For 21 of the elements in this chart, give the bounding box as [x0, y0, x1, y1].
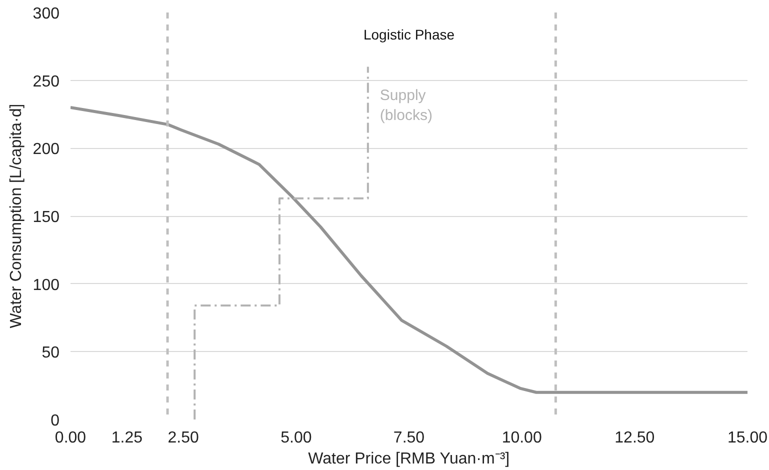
x-tick-label: 1.25	[111, 430, 143, 446]
x-tick-label: 5.00	[280, 430, 312, 446]
series-label: Supply (blocks)	[380, 86, 432, 124]
y-tick-label: 150	[32, 209, 60, 226]
x-tick-label: 15.00	[727, 430, 768, 446]
y-tick-label: 50	[42, 344, 60, 362]
x-tick-label: 12.50	[614, 430, 655, 446]
x-tick-label: 7.50	[393, 430, 425, 446]
annotation: Logistic Phase	[363, 26, 455, 42]
y-tick-label: 0	[50, 412, 60, 430]
line-series	[70, 106, 748, 394]
y-tick-label: 250	[32, 73, 60, 90]
x-tick-label: 10.00	[502, 430, 542, 446]
x-axis-title: Water Price [RMB Yuan·m⁻³]	[308, 450, 510, 468]
x-tick-label: 0.00	[54, 430, 86, 446]
y-tick-label: 200	[32, 141, 60, 158]
y-axis-title: Water Consumption [L/capita·d]	[8, 104, 25, 328]
y-tick-label: 100	[32, 276, 60, 294]
x-tick-label: 2.50	[168, 430, 200, 446]
line-series	[194, 66, 369, 420]
y-tick-label: 300	[32, 6, 60, 22]
